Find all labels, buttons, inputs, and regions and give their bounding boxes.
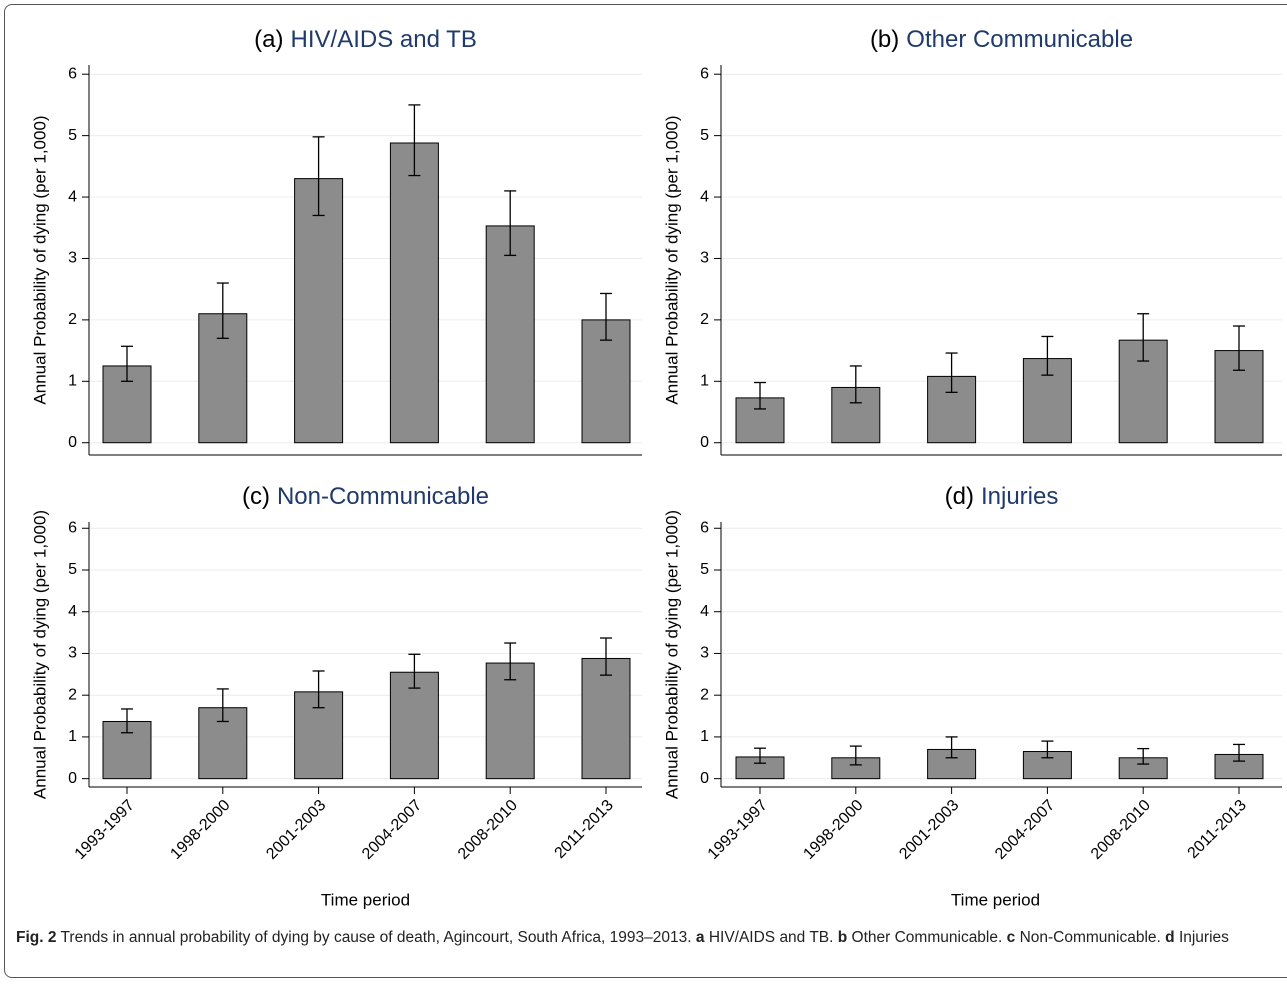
bar: [294, 178, 344, 444]
panel-title-text: Other Communicable: [906, 26, 1133, 53]
y-tick-label: 3: [68, 645, 77, 662]
y-tick-label: 1: [700, 728, 709, 745]
bar: [389, 142, 439, 444]
panel-title-text: Injuries: [981, 483, 1058, 510]
y-tick-label: 4: [68, 188, 77, 205]
y-tick-label: 6: [700, 65, 709, 82]
panel-title: (b) Other Communicable: [870, 26, 1133, 53]
caption-part-text: HIV/AIDS and TB.: [708, 929, 834, 946]
x-tick-label: 2004-2007: [992, 797, 1058, 863]
y-tick-label: 3: [700, 250, 709, 267]
x-tick-label: 1993-1997: [705, 797, 771, 863]
y-axis-label: Annual Probability of dying (per 1,000): [30, 510, 49, 799]
caption-text: Trends in annual probability of dying by…: [60, 929, 692, 946]
caption-parts: a HIV/AIDS and TB. b Other Communicable.…: [696, 929, 1229, 946]
y-tick-label: 6: [700, 519, 709, 536]
panel-title: (d) Injuries: [945, 483, 1059, 510]
y-tick-label: 2: [700, 311, 709, 328]
y-tick-label: 4: [68, 603, 77, 620]
y-tick-label: 6: [68, 65, 77, 82]
x-tick-label: 1998-2000: [167, 797, 233, 863]
y-tick-label: 1: [68, 373, 77, 390]
y-tick-label: 5: [700, 127, 709, 144]
bar: [389, 671, 439, 780]
x-tick-label: 2004-2007: [359, 797, 425, 863]
frame: [4, 4, 1287, 978]
caption: Fig. 2 Trends in annual probability of d…: [16, 924, 1281, 951]
panel-title-text: Non-Communicable: [277, 483, 489, 510]
bar: [485, 225, 535, 444]
y-tick-label: 4: [700, 603, 709, 620]
y-tick-label: 5: [700, 561, 709, 578]
panel-label: (b): [870, 26, 899, 53]
caption-part-key: c: [1006, 929, 1016, 946]
y-tick-label: 1: [68, 728, 77, 745]
caption-part-key: b: [837, 929, 848, 946]
x-tick-label: 2001-2003: [263, 797, 329, 863]
panel-title: (c) Non-Communicable: [242, 483, 489, 510]
panel-label: (c): [242, 483, 270, 510]
x-axis-label: Time period: [951, 890, 1040, 909]
y-tick-label: 6: [68, 519, 77, 536]
y-tick-label: 2: [68, 686, 77, 703]
y-tick-label: 0: [700, 434, 709, 451]
x-tick-label: 2011-2013: [1185, 797, 1250, 862]
x-tick-label: 2001-2003: [896, 797, 962, 863]
panel-title-text: HIV/AIDS and TB: [291, 26, 477, 53]
x-axis-label: Time period: [321, 890, 410, 909]
x-tick-label: 2011-2013: [552, 797, 617, 862]
caption-part-text: Non-Communicable.: [1019, 929, 1161, 946]
y-tick-label: 2: [700, 686, 709, 703]
y-tick-label: 3: [700, 645, 709, 662]
y-tick-label: 0: [68, 434, 77, 451]
x-tick-label: 1993-1997: [72, 797, 138, 863]
y-tick-label: 4: [700, 188, 709, 205]
x-tick-label: 2008-2010: [1088, 797, 1154, 863]
figure: (a) HIV/AIDS and TB Annual Probability of …: [30, 26, 1282, 909]
y-tick-label: 0: [700, 770, 709, 787]
panel-label: (a): [254, 26, 283, 53]
x-tick-label: 1998-2000: [800, 797, 866, 863]
y-axis-label: Annual Probability of dying (per 1,000): [662, 510, 681, 799]
y-tick-label: 5: [68, 127, 77, 144]
y-tick-label: 0: [68, 770, 77, 787]
y-axis-label: Annual Probability of dying (per 1,000): [662, 115, 681, 404]
y-tick-label: 5: [68, 561, 77, 578]
panel-label: (d): [945, 483, 974, 510]
x-tick-label: 2008-2010: [455, 797, 521, 863]
y-tick-label: 2: [68, 311, 77, 328]
caption-part-key: d: [1165, 929, 1175, 946]
caption-label: Fig. 2: [16, 929, 57, 946]
y-tick-label: 1: [700, 373, 709, 390]
y-tick-label: 3: [68, 250, 77, 267]
panel-title: (a) HIV/AIDS and TB: [254, 26, 477, 53]
caption-part-text: Injuries: [1178, 929, 1229, 946]
bar: [485, 662, 535, 780]
caption-part-text: Other Communicable.: [851, 929, 1003, 946]
bar: [581, 657, 631, 780]
y-axis-label: Annual Probability of dying (per 1,000): [30, 115, 49, 404]
caption-part-key: a: [695, 929, 705, 946]
